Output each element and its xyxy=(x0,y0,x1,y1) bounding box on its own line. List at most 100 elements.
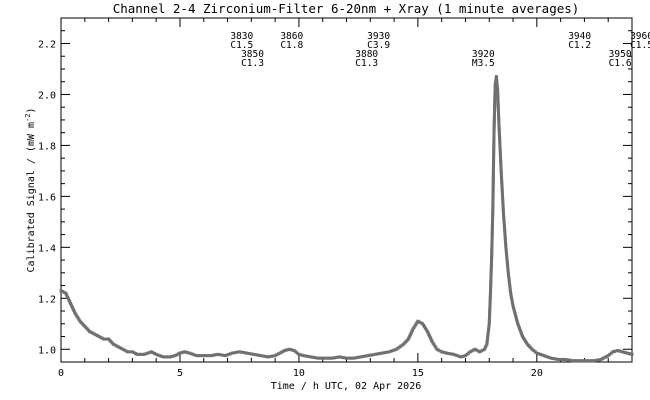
data-point xyxy=(492,123,496,127)
data-point xyxy=(627,352,631,356)
data-point xyxy=(497,125,501,129)
data-point xyxy=(175,353,179,357)
data-point xyxy=(491,192,495,196)
data-point xyxy=(493,82,497,86)
data-point xyxy=(487,322,491,326)
x-tick-label: 0 xyxy=(58,368,64,379)
data-point xyxy=(581,359,585,363)
data-point xyxy=(491,202,495,206)
data-point xyxy=(113,343,117,347)
data-point xyxy=(571,359,575,363)
data-point xyxy=(287,347,291,351)
data-point xyxy=(495,86,499,90)
data-point xyxy=(497,126,501,130)
data-point xyxy=(491,217,495,221)
data-point xyxy=(492,162,496,166)
data-point xyxy=(500,180,504,184)
data-point xyxy=(283,349,287,353)
data-point xyxy=(74,313,78,317)
data-point xyxy=(496,108,500,112)
data-point xyxy=(132,351,136,355)
data-point xyxy=(475,348,479,352)
data-point xyxy=(295,351,299,355)
data-point xyxy=(491,179,495,183)
data-point xyxy=(257,353,261,357)
data-point xyxy=(502,217,506,221)
data-point xyxy=(94,333,98,337)
data-point xyxy=(498,136,502,140)
data-point xyxy=(508,284,512,288)
data-point xyxy=(193,353,197,357)
data-point xyxy=(463,354,467,358)
data-point xyxy=(424,328,428,332)
data-point xyxy=(167,355,171,359)
data-point xyxy=(490,230,494,234)
data-point xyxy=(491,204,495,208)
data-point xyxy=(507,274,511,278)
data-point xyxy=(502,222,506,226)
data-point xyxy=(490,257,494,261)
flare-id-label: 3830 xyxy=(230,31,253,42)
data-point xyxy=(172,354,176,358)
data-point xyxy=(508,283,512,287)
data-point xyxy=(504,240,508,244)
data-point xyxy=(500,177,504,181)
data-point xyxy=(611,350,615,354)
data-point xyxy=(493,102,497,106)
data-point xyxy=(160,354,164,358)
data-point xyxy=(75,315,79,319)
data-series xyxy=(59,75,634,363)
data-point xyxy=(492,131,496,135)
data-point xyxy=(492,140,496,144)
data-point xyxy=(489,278,493,282)
data-point xyxy=(503,239,507,243)
data-point xyxy=(470,349,474,353)
data-point xyxy=(189,352,193,356)
data-point xyxy=(488,298,492,302)
x-tick-label: 20 xyxy=(531,368,543,379)
data-point xyxy=(364,354,368,358)
data-point xyxy=(248,352,252,356)
data-point xyxy=(146,351,150,355)
data-point xyxy=(499,162,503,166)
data-point xyxy=(264,355,268,359)
data-point xyxy=(422,323,426,327)
data-point xyxy=(478,350,482,354)
data-point xyxy=(328,356,332,360)
data-point xyxy=(241,350,245,354)
data-point xyxy=(492,152,496,156)
flare-id-label: 3950 xyxy=(609,49,632,60)
data-point xyxy=(468,350,472,354)
flare-id-label: 3920 xyxy=(472,49,495,60)
data-point xyxy=(278,351,282,355)
data-point xyxy=(489,265,493,269)
y-axis-label: Calibrated Signal / (mW m-2) xyxy=(24,108,37,273)
data-point xyxy=(576,359,580,363)
data-point xyxy=(268,355,272,359)
data-point xyxy=(510,298,514,302)
data-point xyxy=(493,105,497,109)
data-point xyxy=(361,355,365,359)
data-point xyxy=(490,225,494,229)
data-point xyxy=(156,353,160,357)
data-point xyxy=(286,348,290,352)
data-point xyxy=(186,351,190,355)
data-point xyxy=(546,355,550,359)
data-point xyxy=(255,353,259,357)
data-point xyxy=(524,341,528,345)
data-point xyxy=(124,349,128,353)
x-tick-label: 5 xyxy=(177,368,183,379)
data-point xyxy=(491,201,495,205)
data-point xyxy=(151,351,155,355)
data-point xyxy=(498,154,502,158)
data-point xyxy=(565,358,569,362)
data-point xyxy=(506,266,510,270)
data-point xyxy=(498,148,502,152)
data-point xyxy=(495,78,499,82)
data-point xyxy=(511,306,515,310)
data-point xyxy=(488,296,492,300)
data-point xyxy=(345,356,348,360)
flare-id-label: 3860 xyxy=(280,31,303,42)
data-point xyxy=(330,356,334,360)
data-point xyxy=(505,256,509,260)
